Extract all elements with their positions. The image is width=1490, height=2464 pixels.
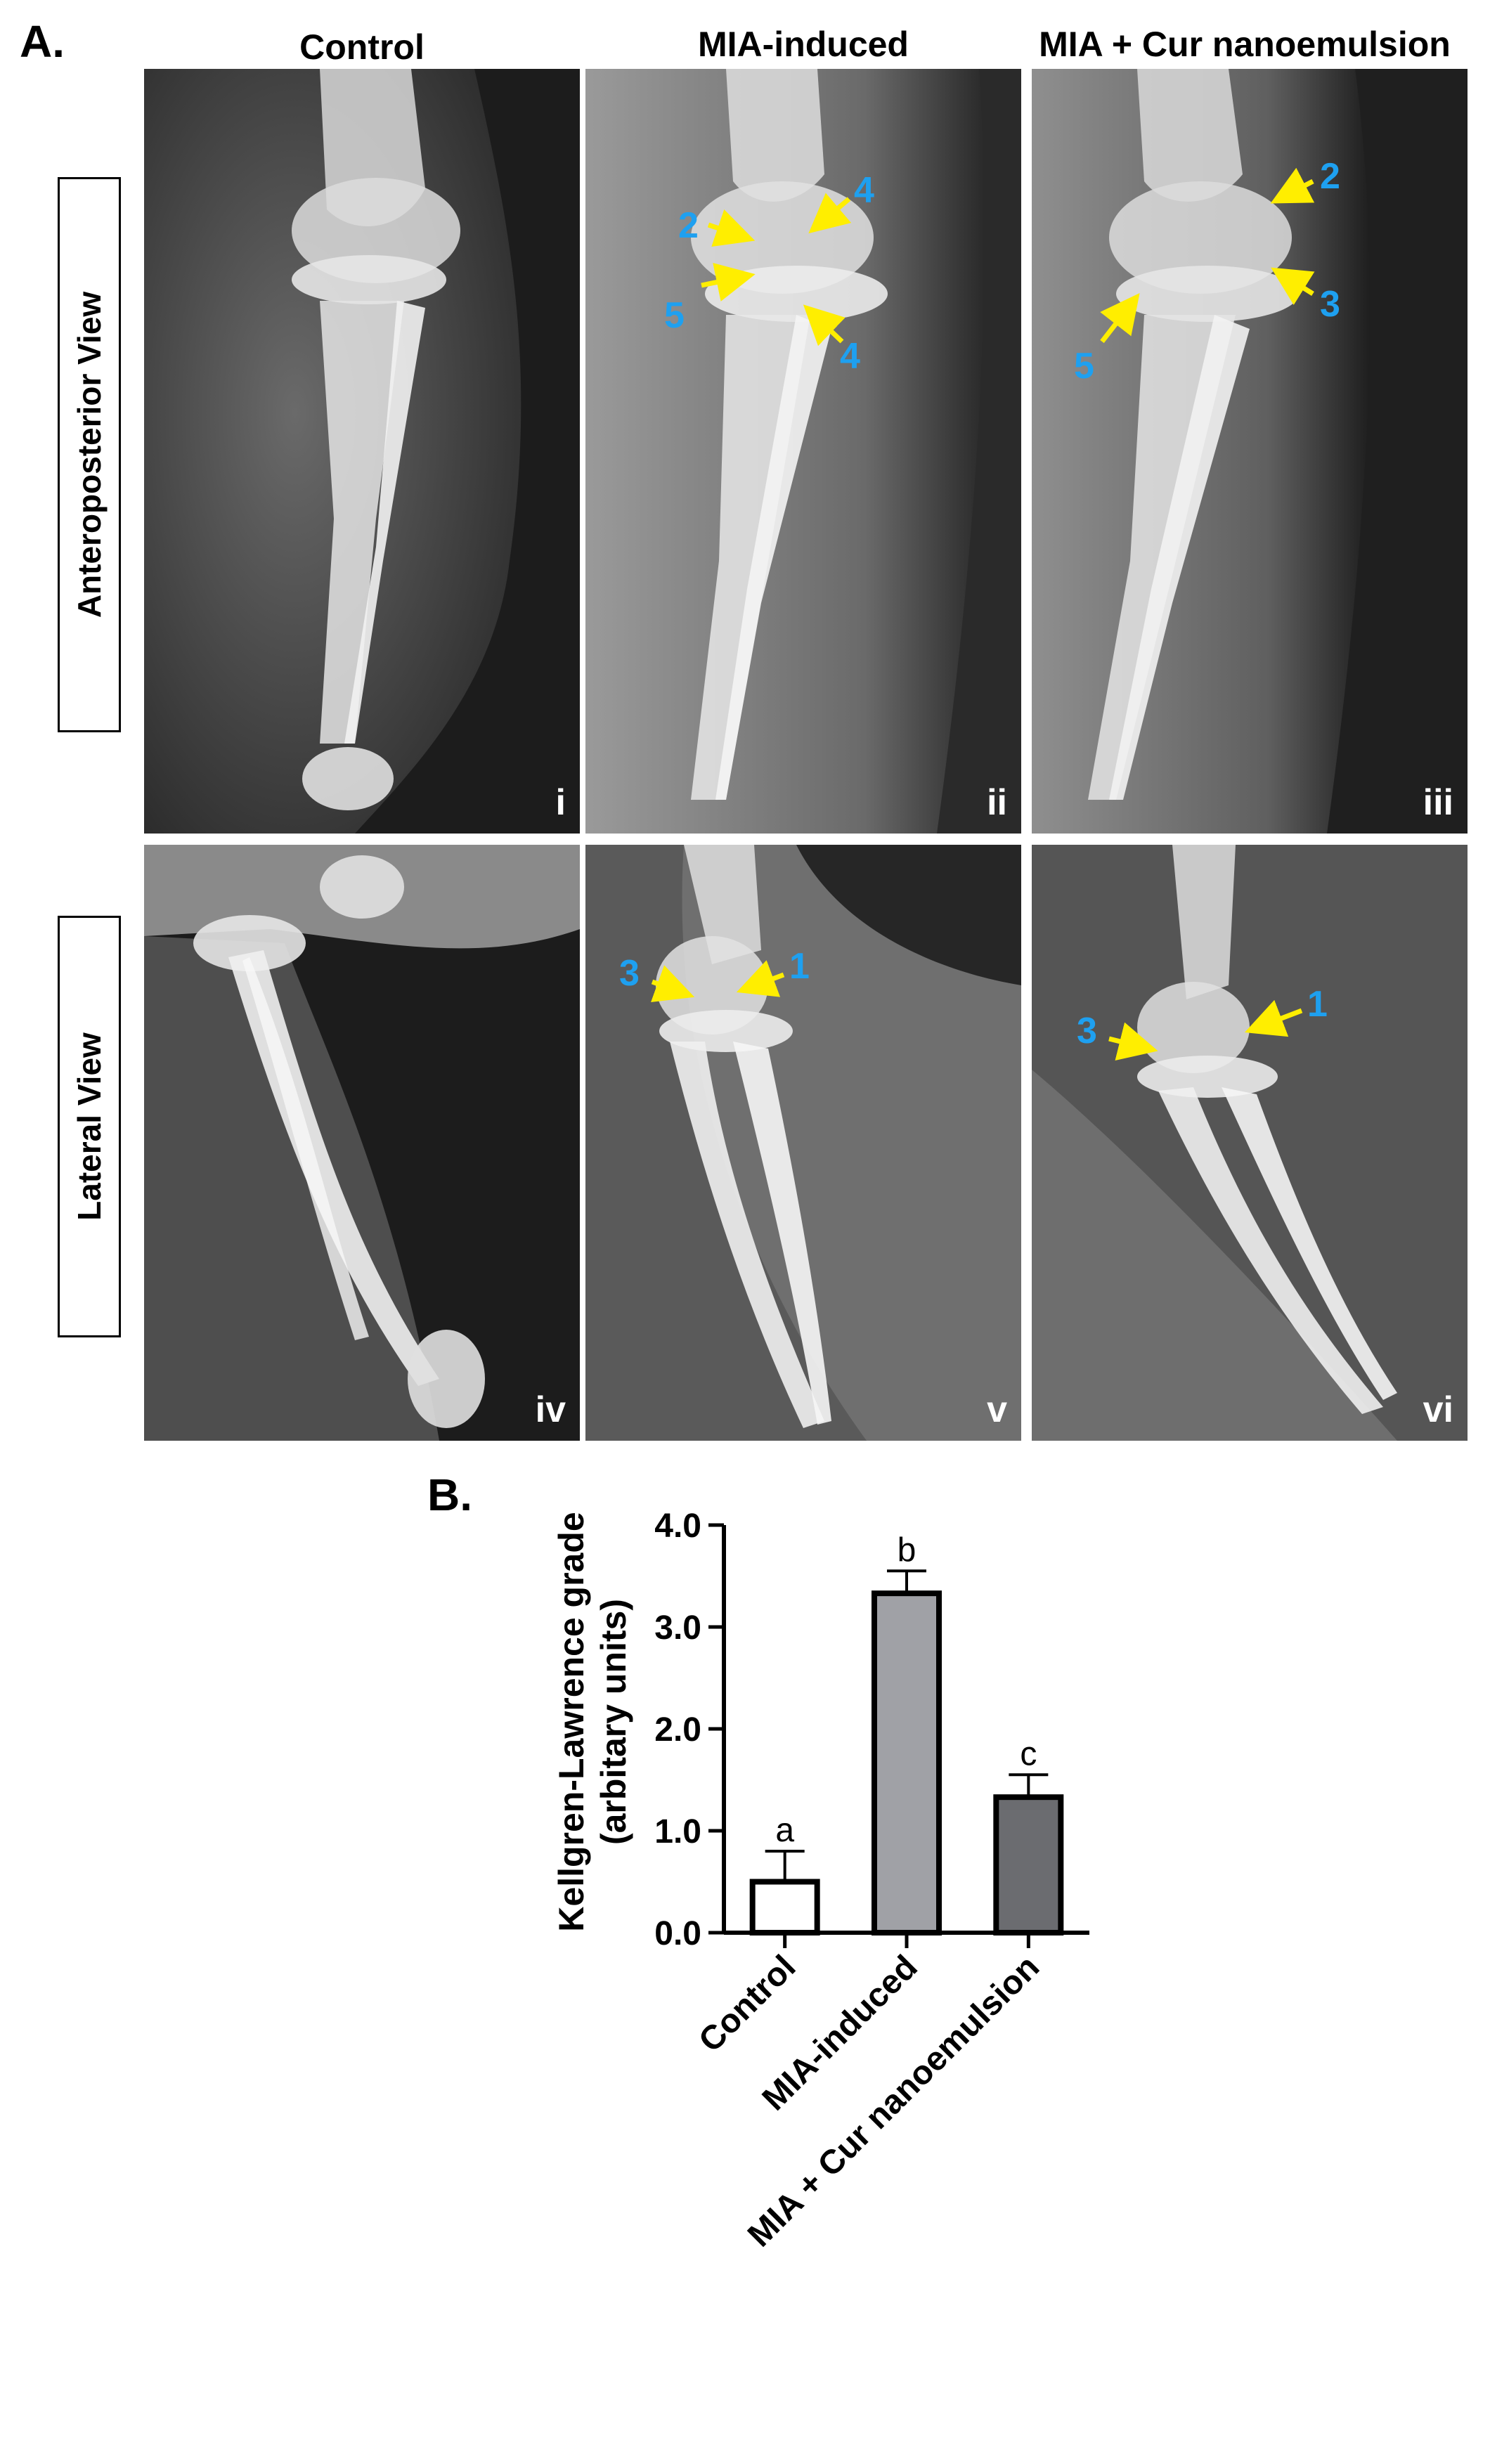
marker-2: 2 — [678, 205, 699, 246]
panel-b-label: B. — [427, 1470, 472, 1520]
xray-image — [144, 69, 580, 834]
marker-4: 4 — [840, 336, 860, 377]
xray-image — [144, 845, 580, 1441]
significance-letter: a — [775, 1812, 794, 1849]
xray-panel-i: i — [144, 69, 580, 834]
panel-roman-label: ii — [987, 782, 1007, 823]
xray-panel-ii: 2 4 5 4 ii — [585, 69, 1021, 834]
xray-image: 3 1 — [1032, 845, 1468, 1441]
y-tick-label: 2.0 — [654, 1711, 701, 1749]
column-title-control: Control — [299, 27, 425, 67]
marker-1: 1 — [1307, 984, 1328, 1025]
y-tick-label: 3.0 — [654, 1609, 701, 1647]
y-tick-label: 4.0 — [654, 1507, 701, 1545]
bar-chart: Kellgren-Lawrence grade (arbitary units)… — [552, 1507, 1089, 2254]
bar — [993, 1794, 1064, 1935]
xray-panel-vi: 3 1 vi — [1032, 845, 1468, 1441]
column-title-mia-induced: MIA-induced — [698, 25, 909, 64]
row-label-lateral-text: Lateral View — [71, 1032, 108, 1221]
xray-panel-iii: 2 3 5 iii — [1032, 69, 1468, 834]
xray-image: 3 1 — [585, 845, 1021, 1441]
panel-roman-label: v — [987, 1389, 1007, 1430]
column-title-mia-cur: MIA + Cur nanoemulsion — [1039, 25, 1451, 64]
y-axis-label-line-1: Kellgren-Lawrence grade — [552, 1512, 591, 1931]
marker-1: 1 — [789, 946, 810, 987]
xray-image: 2 3 5 — [1032, 69, 1468, 834]
y-tick-label: 1.0 — [654, 1813, 701, 1850]
significance-letter: b — [898, 1531, 916, 1569]
marker-4: 4 — [854, 170, 874, 211]
row-label-anteroposterior: Anteroposterior View — [58, 177, 121, 732]
y-axis-label: Kellgren-Lawrence grade (arbitary units) — [552, 1512, 633, 1931]
xray-panel-v: 3 1 v — [585, 845, 1021, 1441]
marker-3: 3 — [1077, 1011, 1097, 1051]
significance-letter: c — [1020, 1735, 1037, 1772]
panel-roman-label: i — [555, 782, 566, 823]
bar — [872, 1590, 942, 1935]
y-axis-label-line-2: (arbitary units) — [594, 1599, 633, 1845]
row-label-anteroposterior-text: Anteroposterior View — [71, 291, 108, 618]
xray-panel-iv: iv — [144, 845, 580, 1441]
y-tick-label: 0.0 — [654, 1915, 701, 1952]
xray-image: 2 4 5 4 — [585, 69, 1021, 834]
marker-5: 5 — [1074, 346, 1094, 387]
marker-3: 3 — [619, 953, 640, 994]
row-label-lateral: Lateral View — [58, 916, 121, 1337]
panel-roman-label: vi — [1423, 1389, 1453, 1430]
marker-3: 3 — [1320, 284, 1340, 325]
panel-roman-label: iv — [535, 1389, 566, 1430]
panel-roman-label: iii — [1423, 782, 1453, 823]
marker-2: 2 — [1320, 156, 1340, 197]
x-tick-label: Control — [692, 1948, 803, 2059]
marker-5: 5 — [664, 295, 685, 336]
panel-a-label: A. — [20, 16, 65, 67]
bar — [749, 1879, 820, 1935]
